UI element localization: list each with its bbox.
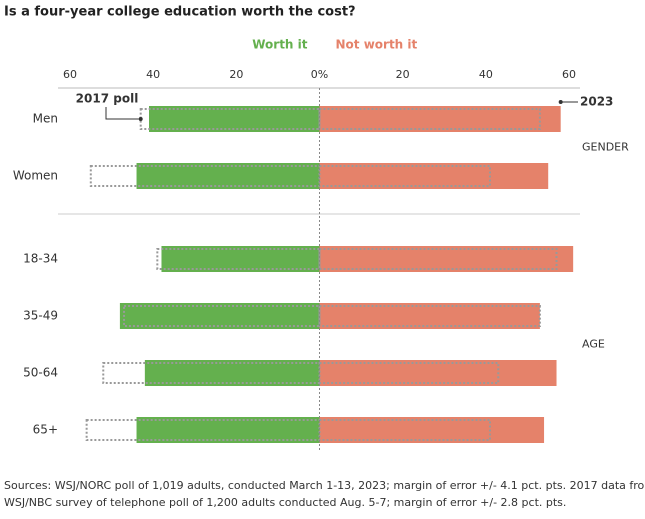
previous-outline — [318, 165, 491, 187]
chart-title: Is a four-year college education worth t… — [4, 5, 356, 20]
annotation-leader — [105, 107, 139, 120]
legend-entry: Worth it — [252, 38, 308, 52]
source-line: WSJ/NBC survey of telephone poll of 1,20… — [4, 496, 566, 509]
bar — [319, 303, 540, 329]
annotation: 2017 poll — [76, 92, 139, 106]
category-label: Men — [33, 112, 58, 126]
previous-outline — [318, 362, 500, 384]
annotation-dot — [138, 117, 143, 121]
category-label: 50-64 — [23, 366, 58, 380]
category-label: 18-34 — [23, 252, 58, 266]
category-label: 35-49 — [23, 309, 58, 323]
group-label: GENDER — [582, 141, 629, 154]
source-line: Sources: WSJ/NORC poll of 1,019 adults, … — [4, 479, 645, 492]
bar — [149, 106, 320, 132]
bar — [319, 163, 549, 189]
x-tick-label: 40 — [479, 68, 493, 81]
bar — [136, 163, 320, 189]
bar — [144, 360, 320, 386]
previous-outline — [102, 362, 321, 384]
x-tick-label: 60 — [63, 68, 77, 81]
annotation: 2023 — [580, 95, 613, 109]
bar — [319, 246, 574, 272]
legend-entry: Not worth it — [336, 38, 418, 52]
x-tick-label: 0% — [311, 68, 328, 81]
previous-outline — [318, 419, 491, 441]
group-label: AGE — [582, 338, 605, 351]
previous-outline — [318, 248, 558, 270]
previous-outline — [85, 419, 321, 441]
bar — [319, 106, 561, 132]
bar — [319, 417, 545, 443]
bar — [161, 246, 320, 272]
bar — [119, 303, 320, 329]
category-label: Women — [13, 169, 58, 183]
bar — [136, 417, 320, 443]
bar — [319, 360, 557, 386]
x-tick-label: 20 — [396, 68, 410, 81]
x-tick-label: 20 — [229, 68, 243, 81]
x-tick-label: 60 — [562, 68, 576, 81]
x-tick-label: 40 — [146, 68, 160, 81]
category-label: 65+ — [33, 423, 58, 437]
previous-outline — [139, 108, 321, 130]
